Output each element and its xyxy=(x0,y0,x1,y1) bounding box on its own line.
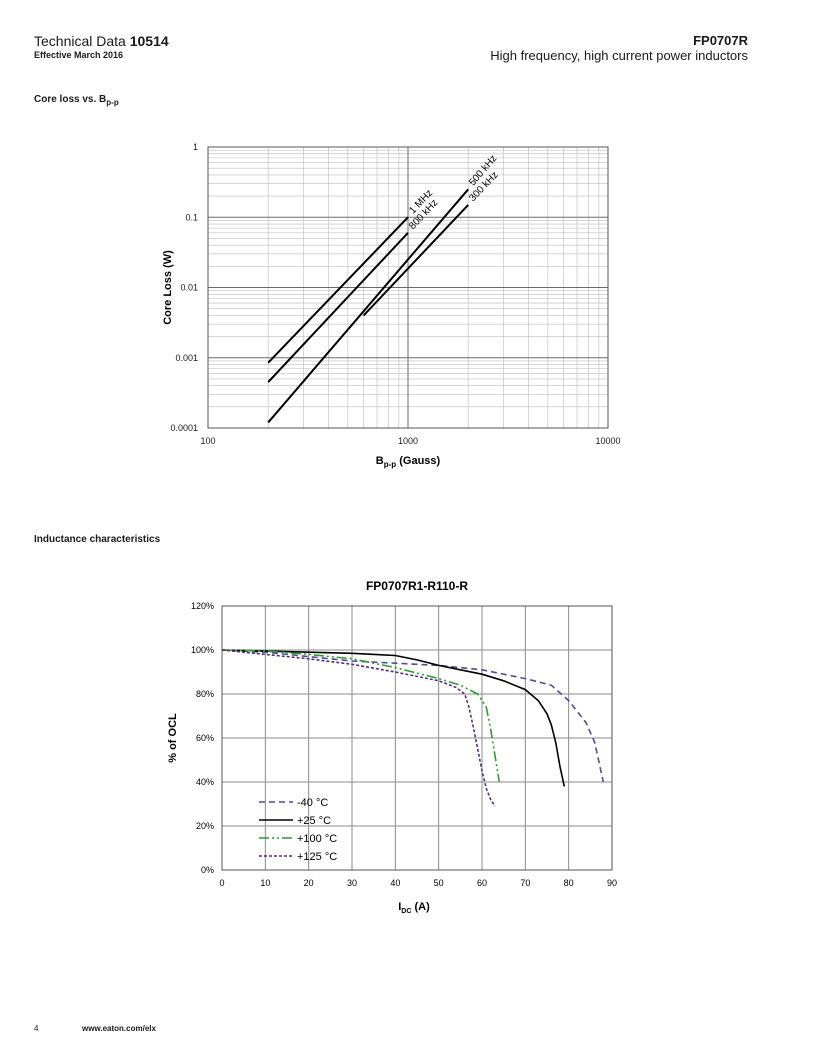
x-tick-label: 10000 xyxy=(595,436,620,446)
inductance-section-title: Inductance characteristics xyxy=(34,534,161,545)
y-tick-label: 0.001 xyxy=(175,353,198,363)
y-tick-label: 0.0001 xyxy=(170,423,198,433)
footer-url: www.eaton.com/elx xyxy=(82,1024,156,1033)
series-line-2 xyxy=(267,188,469,424)
doc-number: 10514 xyxy=(129,33,169,49)
product-description: High frequency, high current power induc… xyxy=(490,48,748,63)
x-tick-label: 100 xyxy=(200,436,215,446)
effective-date: Effective March 2016 xyxy=(34,50,124,60)
series-line-0 xyxy=(267,216,409,364)
x-tick-label: 1000 xyxy=(398,436,418,446)
series-line-3 xyxy=(362,204,469,317)
doc-label: Technical Data xyxy=(34,33,126,49)
x-axis-label: Bp-p (Gauss) xyxy=(376,455,441,469)
core-loss-section-title: Core loss vs. Bp-p xyxy=(34,94,119,107)
y-tick-label: 0.1 xyxy=(185,212,198,222)
y-tick-label: 0.01 xyxy=(180,283,198,293)
y-tick-label: 1 xyxy=(193,142,198,152)
series-line-1 xyxy=(267,232,409,383)
part-number: FP0707R xyxy=(693,33,748,48)
y-axis-label: Core Loss (W) xyxy=(162,250,174,325)
plot-frame xyxy=(207,146,609,429)
page-number: 4 xyxy=(34,1024,39,1033)
doc-title: Technical Data 10514 xyxy=(34,33,169,49)
